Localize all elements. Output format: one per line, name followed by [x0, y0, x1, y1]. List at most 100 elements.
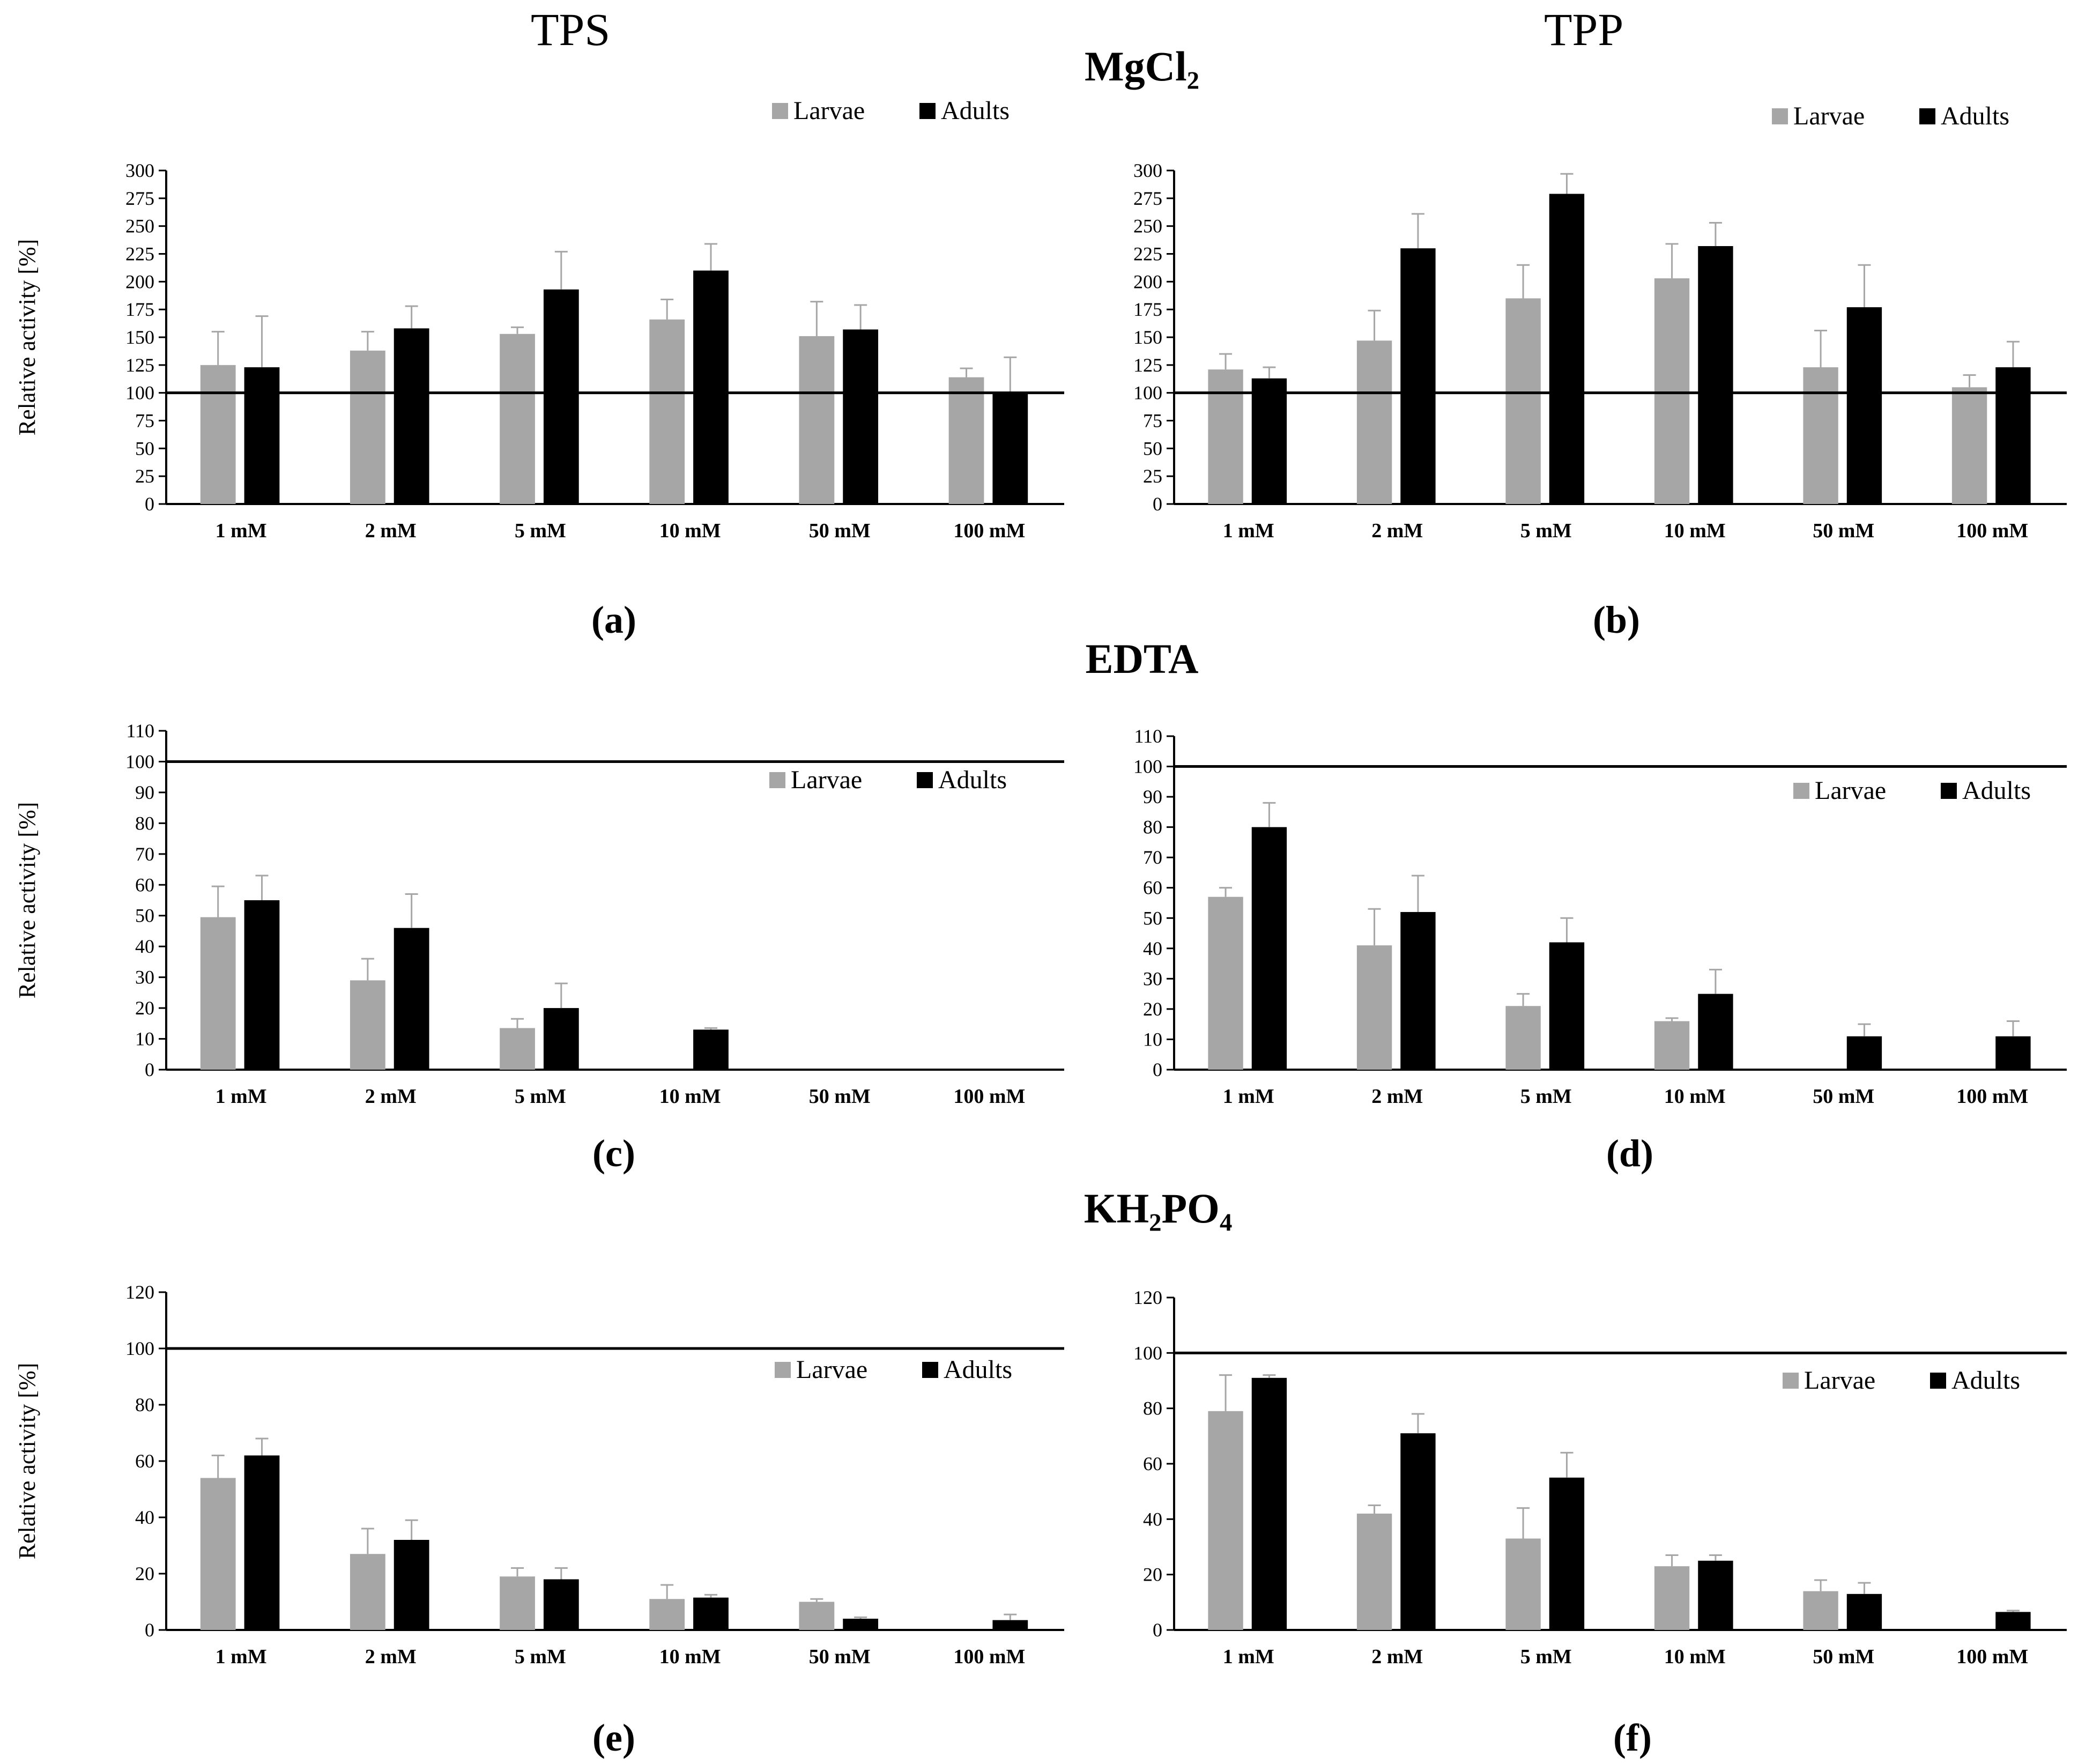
chart-e-bar-larvae: [799, 1602, 835, 1630]
chart-e-bar-larvae: [500, 1576, 535, 1630]
chart-f-xtick-label: 100 mM: [1956, 1646, 2028, 1668]
chart-a-xtick-label: 1 mM: [216, 520, 267, 542]
chart-c-xtick-label: 2 mM: [365, 1085, 417, 1108]
chart-a-xtick-label: 10 mM: [659, 520, 721, 542]
chart-a-bar-adults: [992, 391, 1028, 504]
chart-b-ytick-label: 100: [1133, 382, 1162, 404]
chart-f-xtick-label: 5 mM: [1520, 1646, 1572, 1668]
chart-b-bar-larvae: [1803, 367, 1838, 504]
chart-d-ytick-label: 110: [1134, 725, 1162, 747]
chart-a-bar-larvae: [200, 365, 236, 504]
chart-a-legend-label-adults: Adults: [941, 97, 1010, 125]
chart-a-ytick-label: 25: [135, 465, 154, 487]
chart-b-bar-larvae: [1208, 369, 1243, 504]
panel-label-e: (e): [592, 1716, 635, 1759]
chart-b-ytick-label: 25: [1143, 465, 1162, 487]
chart-a-ytick-label: 100: [125, 382, 154, 404]
chart-a-ytick-label: 225: [125, 243, 154, 265]
chart-b-ytick-label: 200: [1133, 271, 1162, 292]
panel-label-d: (d): [1606, 1132, 1653, 1175]
chart-c-ytick-label: 40: [135, 936, 154, 957]
chart-f-legend-label-larvae: Larvae: [1804, 1366, 1875, 1395]
chart-d-legend-label-larvae: Larvae: [1815, 776, 1886, 805]
chart-a-xtick-label: 50 mM: [809, 520, 871, 542]
chart-a-xtick-label: 100 mM: [953, 520, 1025, 542]
chart-f-bar-larvae: [1654, 1566, 1690, 1630]
chart-e-bar-larvae: [350, 1554, 385, 1630]
chart-f-ytick-label: 60: [1143, 1453, 1162, 1474]
chart-e-legend-label-adults: Adults: [944, 1355, 1012, 1384]
chart-f-bar-adults: [1549, 1477, 1585, 1630]
chart-e-ytick-label: 120: [125, 1281, 154, 1303]
chart-f-bar-adults: [1995, 1612, 2031, 1630]
chart-a-bar-larvae: [948, 377, 984, 504]
chart-d-ytick-label: 50: [1143, 907, 1162, 929]
chart-f-legend-swatch-larvae: [1783, 1373, 1799, 1389]
chart-b-bar-larvae: [1356, 340, 1392, 504]
chart-b-ytick-label: 0: [1153, 493, 1162, 515]
chart-a-bar-larvae: [799, 336, 835, 504]
chart-c-xtick-label: 100 mM: [953, 1085, 1025, 1108]
chart-d-ytick-label: 100: [1133, 756, 1162, 777]
chart-c-bar-larvae: [200, 917, 236, 1070]
chart-b-bar-larvae: [1505, 298, 1541, 504]
chart-c-ytick-label: 60: [135, 874, 154, 895]
chart-b-legend-label-larvae: Larvae: [1793, 102, 1865, 130]
chart-c-xtick-label: 50 mM: [809, 1085, 871, 1108]
chart-f-bar-adults: [1400, 1433, 1436, 1630]
chart-a-ytick-label: 175: [125, 299, 154, 320]
chart-e-bar-larvae: [649, 1599, 685, 1630]
chart-b-xtick-label: 100 mM: [1956, 520, 2028, 542]
chart-d-bar-adults: [1698, 994, 1733, 1070]
chart-b-ytick-label: 250: [1133, 216, 1162, 237]
section-title-edta: EDTA: [1085, 635, 1199, 682]
chart-f-xtick-label: 10 mM: [1664, 1646, 1726, 1668]
chart-c-legend-swatch-larvae: [769, 772, 785, 788]
chart-e-xtick-label: 1 mM: [216, 1646, 267, 1668]
chart-e-bar-larvae: [200, 1478, 236, 1630]
chart-c-ytick-label: 90: [135, 782, 154, 803]
chart-a-xtick-label: 2 mM: [365, 520, 417, 542]
chart-c-bar-larvae: [500, 1028, 535, 1070]
chart-a-bar-adults: [843, 329, 879, 504]
panel-label-b: (b): [1593, 598, 1640, 641]
chart-a-ytick-label: 0: [145, 493, 154, 515]
chart-b-ytick-label: 50: [1143, 438, 1162, 459]
chart-d-ytick-label: 10: [1143, 1028, 1162, 1050]
chart-d-xtick-label: 100 mM: [1956, 1085, 2028, 1108]
chart-d-legend-swatch-adults: [1941, 783, 1957, 799]
chart-a-ytick-label: 300: [125, 160, 154, 181]
chart-e-ytick-label: 0: [145, 1619, 154, 1641]
chart-c-bar-adults: [244, 900, 280, 1070]
chart-c-ytick-label: 110: [126, 720, 154, 742]
chart-d-bar-larvae: [1208, 896, 1243, 1070]
chart-e-ylabel: Relative activity [%]: [14, 1363, 40, 1560]
chart-f-bar-adults: [1698, 1560, 1733, 1630]
chart-b-legend-label-adults: Adults: [1941, 102, 2009, 130]
chart-b-ytick-label: 125: [1133, 354, 1162, 376]
chart-b-bar-adults: [1995, 367, 2031, 504]
chart-f-ytick-label: 80: [1143, 1398, 1162, 1419]
chart-b-bar-larvae: [1654, 278, 1690, 504]
chart-d-ytick-label: 0: [1153, 1059, 1162, 1080]
chart-d-legend-swatch-larvae: [1793, 783, 1809, 799]
chart-a-ytick-label: 200: [125, 271, 154, 292]
chart-a-ytick-label: 250: [125, 216, 154, 237]
chart-f-legend-swatch-adults: [1930, 1373, 1946, 1389]
column-title-tps: TPS: [531, 4, 611, 55]
chart-a-ylabel: Relative activity [%]: [14, 239, 40, 436]
chart-d-ytick-label: 70: [1143, 847, 1162, 868]
chart-b-xtick-label: 50 mM: [1813, 520, 1874, 542]
chart-c-ylabel: Relative activity [%]: [14, 802, 40, 999]
chart-b-xtick-label: 1 mM: [1223, 520, 1274, 542]
chart-e-xtick-label: 5 mM: [515, 1646, 566, 1668]
chart-d-xtick-label: 5 mM: [1520, 1085, 1572, 1108]
chart-b-legend-swatch-larvae: [1772, 108, 1788, 124]
chart-c-ytick-label: 50: [135, 905, 154, 927]
chart-f-ytick-label: 0: [1153, 1619, 1162, 1641]
chart-e-xtick-label: 50 mM: [809, 1646, 871, 1668]
chart-d-bar-adults: [1846, 1036, 1882, 1070]
chart-c-legend-label-adults: Adults: [938, 766, 1007, 794]
